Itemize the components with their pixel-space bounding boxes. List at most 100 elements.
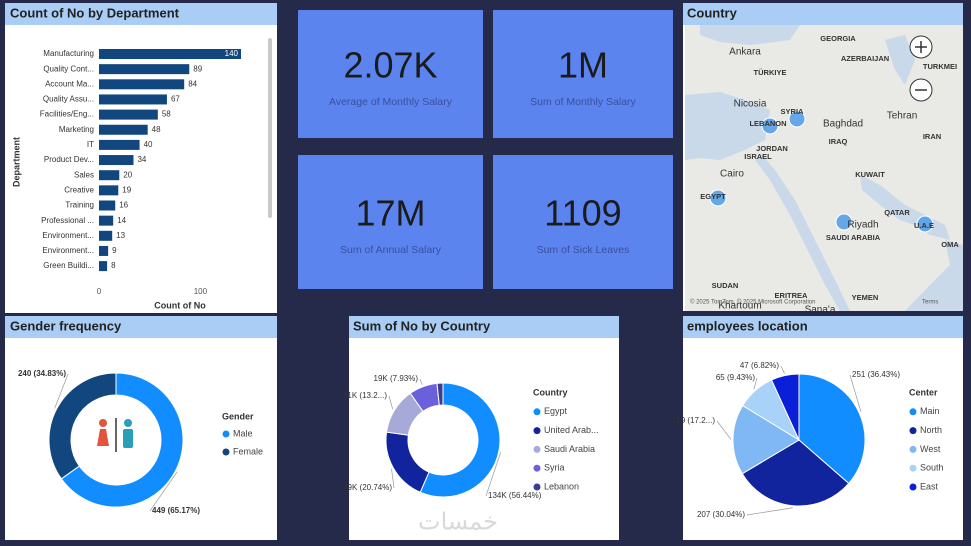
map-place: AZERBAIJAN [841, 54, 889, 63]
icon-female [97, 429, 109, 446]
map-place: TÜRKIYE [754, 68, 787, 77]
y-tick-label: Account Ma... [45, 79, 94, 88]
data-label: 13 [116, 231, 125, 240]
panel-header [5, 316, 277, 338]
bar [99, 245, 109, 256]
legend-swatch [222, 430, 230, 438]
map-place: LEBANON [749, 119, 786, 128]
leader-line [753, 377, 758, 390]
legend-swatch [533, 445, 541, 453]
map-place: ERITREA [775, 291, 809, 300]
data-label: 134K (56.44%) [488, 491, 542, 500]
legend-label: Female [233, 446, 263, 456]
map-place: Baghdad [823, 119, 863, 130]
map-place: TURKMEI [923, 62, 957, 71]
map-place: IRAN [923, 132, 941, 141]
map-bubble[interactable] [709, 189, 727, 207]
map-place: SAUDI ARABIA [826, 233, 881, 242]
leader-line [780, 365, 785, 374]
y-tick-label: Training [65, 201, 94, 210]
sea [905, 240, 963, 311]
y-tick-label: Manufacturing [43, 49, 94, 58]
map-place: JORDAN [756, 144, 788, 153]
sea [685, 92, 770, 160]
legend-label: South [920, 463, 944, 473]
data-label: 240 (34.83%) [18, 369, 66, 378]
legend-swatch [909, 427, 917, 435]
y-tick-label: Quality Assu... [43, 95, 94, 104]
kpi-card [493, 10, 673, 138]
legend-label: United Arab... [544, 425, 599, 435]
map-bubble[interactable] [788, 110, 806, 128]
icon-male [124, 419, 132, 427]
map-place: EGYPT [700, 192, 726, 201]
data-label: 89 [193, 64, 202, 73]
kpi-value: 2.07K [343, 45, 437, 86]
legend-label: Syria [544, 463, 565, 473]
bar [99, 64, 190, 75]
data-label: 119 (17.2...) [672, 416, 715, 425]
legend-swatch [909, 464, 917, 472]
map-bubble[interactable] [916, 215, 934, 233]
slice [732, 404, 800, 475]
data-label: 9 [112, 246, 117, 255]
legend-label: West [920, 444, 941, 454]
data-label: 48 [152, 125, 161, 134]
icon-male [123, 429, 133, 448]
legend-label: Male [233, 428, 253, 438]
legend-label: Main [920, 406, 940, 416]
map-place: SYRIA [781, 107, 805, 116]
slice [419, 382, 501, 498]
panel-header [683, 316, 963, 338]
kpi-value: 17M [355, 193, 425, 234]
leader-line [54, 373, 69, 409]
kpi-card [298, 155, 483, 289]
bar [99, 139, 140, 150]
legend-swatch [909, 445, 917, 453]
bar [99, 109, 158, 120]
data-label: 49K (20.74%) [343, 483, 392, 492]
sea [755, 155, 850, 311]
legend-swatch [533, 464, 541, 472]
legend-label: Egypt [544, 406, 568, 416]
y-tick-label: Product Dev... [44, 155, 94, 164]
map-place: QATAR [884, 208, 910, 217]
legend-label: Lebanon [544, 481, 579, 491]
panel-header [683, 3, 963, 25]
axis-title: Count of No [154, 300, 206, 310]
panel-title: employees location [687, 318, 808, 333]
map-place: Cairo [720, 169, 744, 180]
watermark: خمسات [418, 508, 498, 535]
y-tick-label: Sales [74, 170, 94, 179]
data-label: 67 [171, 95, 180, 104]
y-tick-label: Environment... [42, 231, 94, 240]
bar [99, 185, 119, 196]
icon-female [99, 419, 107, 427]
bar [99, 230, 113, 241]
panel-title: Sum of No by Country [353, 318, 491, 333]
leader-line [388, 395, 394, 410]
x-tick-label: 0 [97, 287, 102, 296]
map-terms[interactable]: Terms [922, 300, 938, 306]
map-bubble[interactable] [835, 213, 853, 231]
panel-header [349, 316, 619, 338]
slice [770, 373, 800, 441]
map-bubble[interactable] [761, 117, 779, 135]
panel-header [5, 3, 277, 25]
bar [99, 79, 185, 90]
legend-swatch [909, 483, 917, 491]
slice [741, 439, 850, 507]
slice [48, 372, 117, 480]
leader-line [391, 468, 395, 489]
legend-title: Country [533, 387, 568, 397]
scrollbar[interactable] [268, 38, 272, 218]
y-tick-label: Green Buildi... [43, 261, 94, 270]
panel-title: Gender frequency [10, 318, 122, 333]
y-tick-label: IT [87, 140, 94, 149]
leader-line [149, 471, 178, 512]
kpi-card [493, 155, 673, 289]
map-place: Tehran [887, 111, 918, 122]
slice [60, 372, 184, 508]
data-label: 19K (7.93%) [374, 374, 419, 383]
slice [798, 373, 866, 485]
